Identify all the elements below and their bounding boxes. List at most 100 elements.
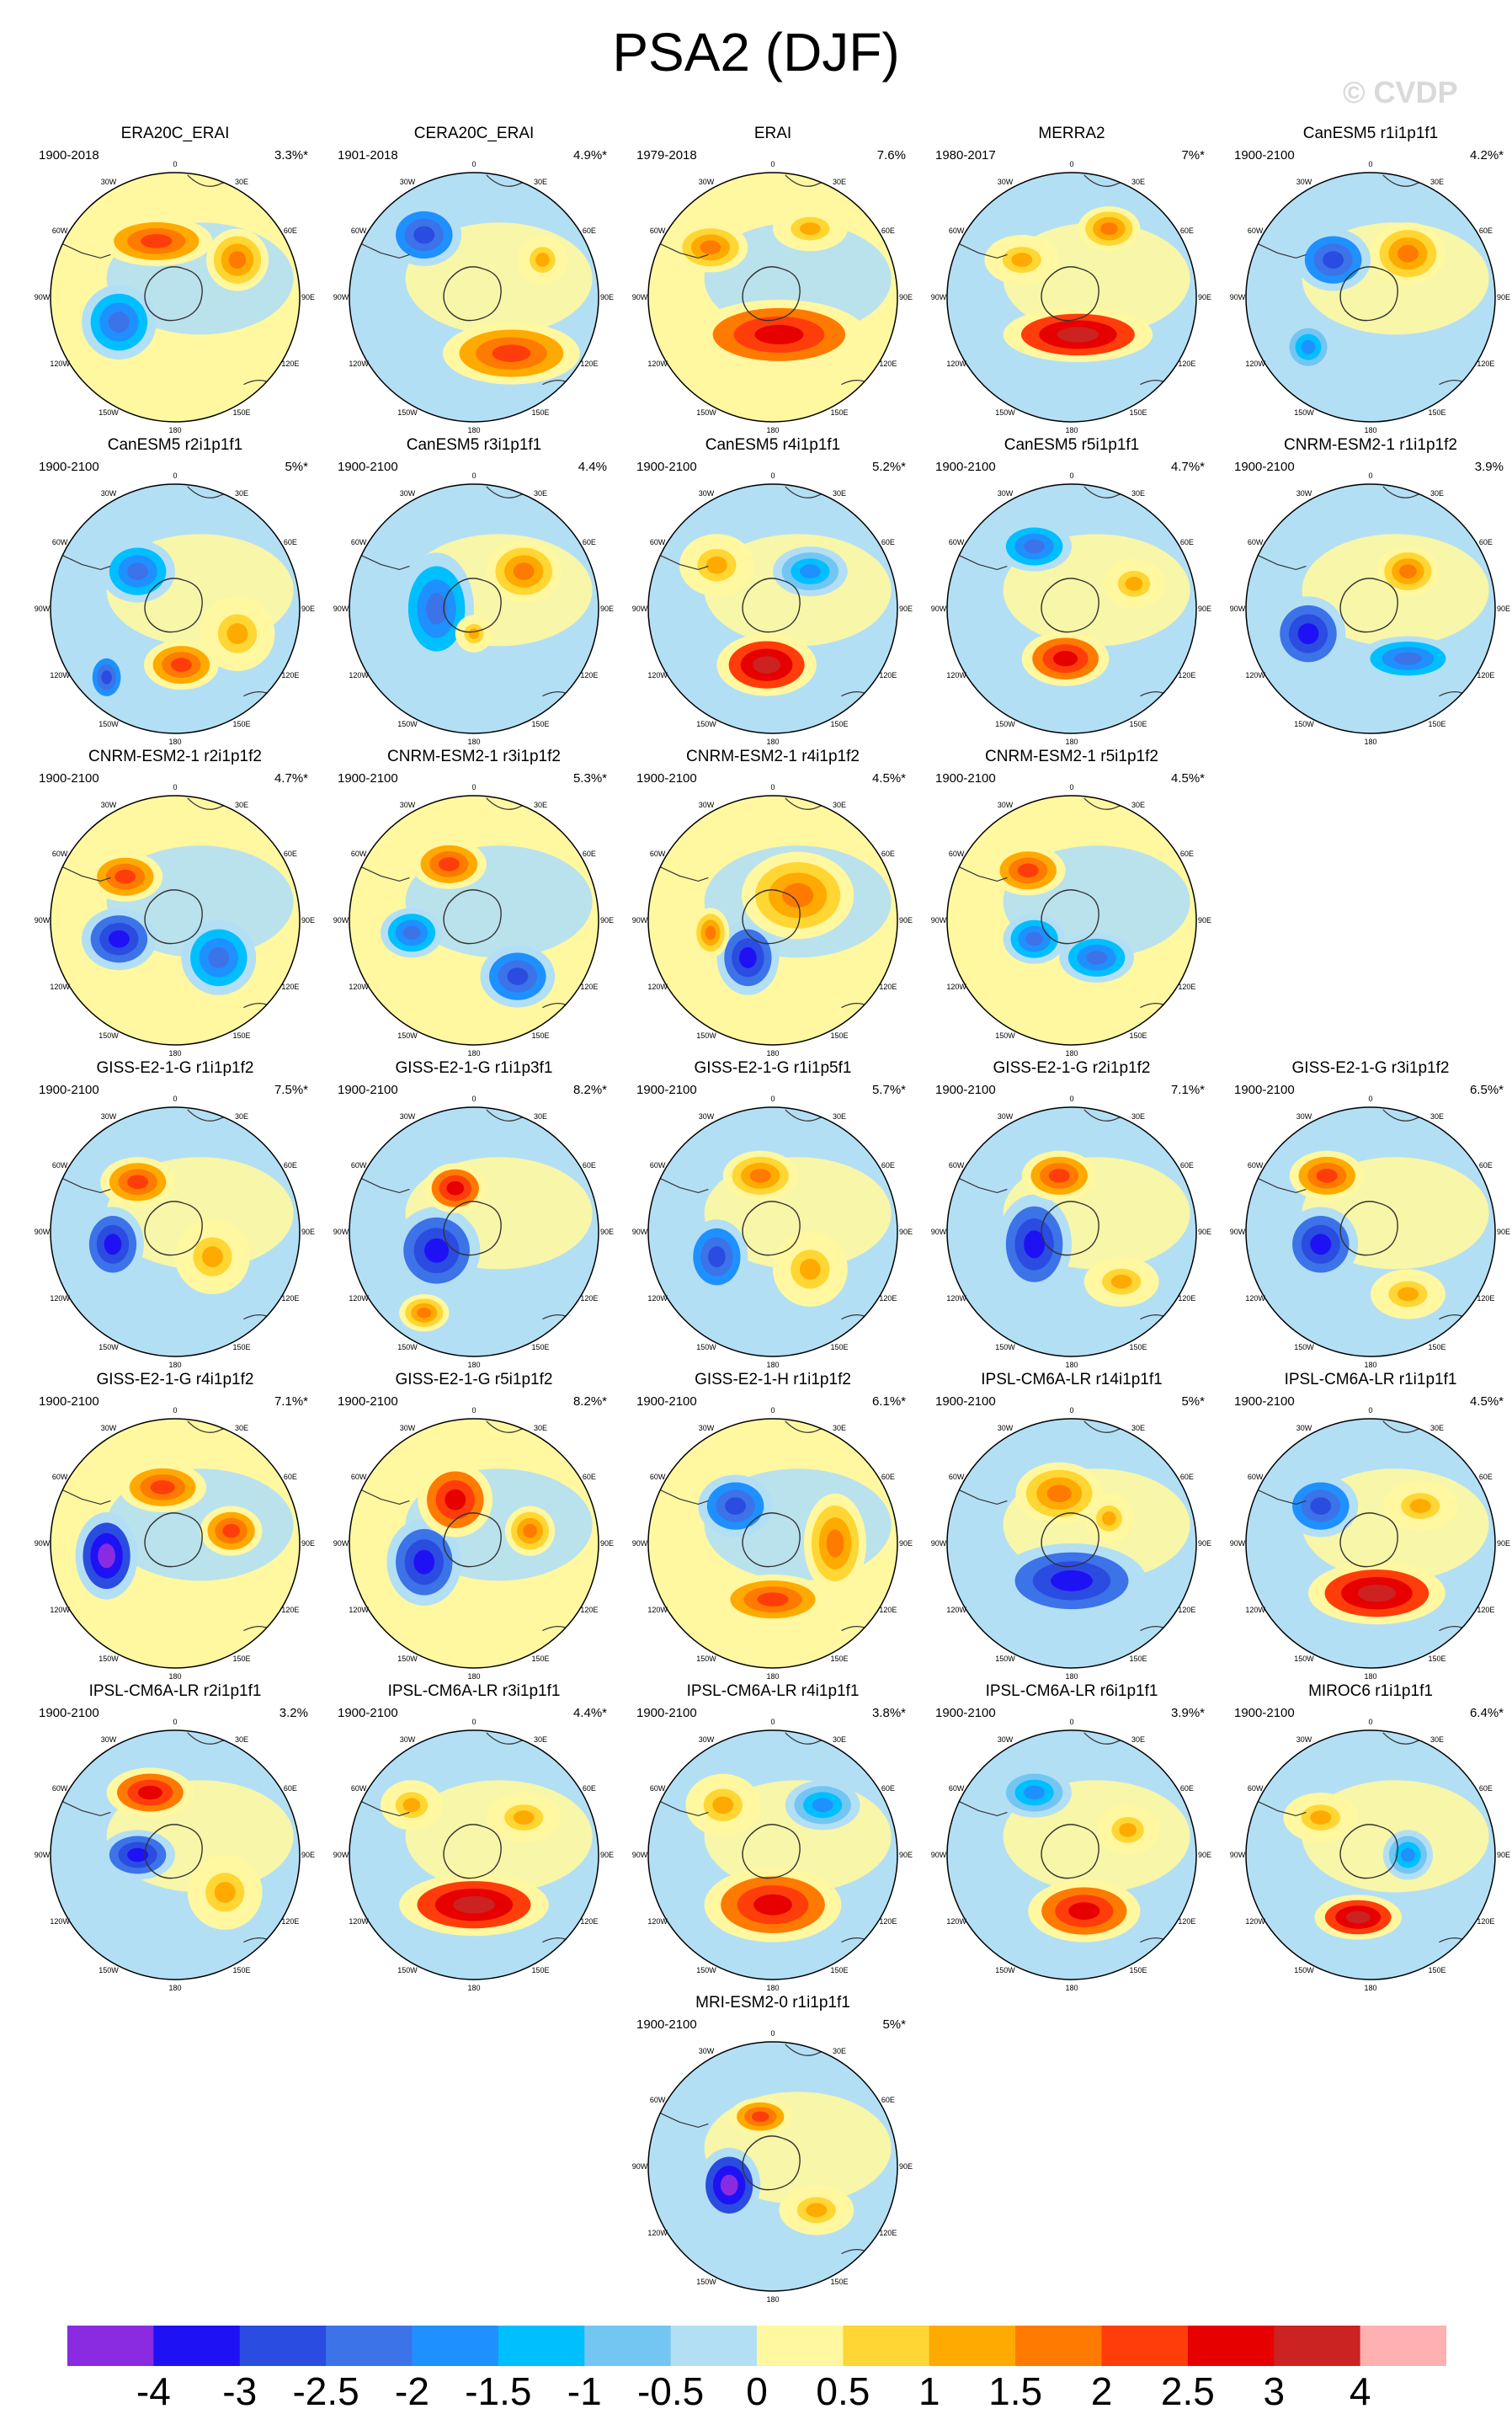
longitude-label: 120W (50, 983, 70, 991)
longitude-label: 150E (232, 408, 250, 417)
longitude-label: 120E (281, 983, 299, 991)
antarctica-coastline (1041, 889, 1099, 945)
polar-map: 0 30E 60E 90E 120E 150E 180 150W 120W 90W 60W 30W (1230, 472, 1510, 746)
map-border (946, 483, 1197, 734)
longitude-label: 60W (650, 1473, 666, 1481)
longitude-label: 30E (1430, 1112, 1444, 1121)
polar-map: 0 30E 60E 90E 120E 150E 180 150W 120W 90W 60W 30W (333, 1718, 614, 1992)
longitude-label: 0 (1069, 160, 1073, 168)
longitude-label: 120W (1245, 1606, 1265, 1614)
longitude-label: 150E (531, 408, 549, 417)
anomaly-contour (781, 882, 814, 908)
map-panel: ERA20C_ERAI 1900-2018 3.3%* 0 30E 60E 90E 120E 1… (32, 125, 318, 436)
longitude-label: 180 (1364, 1672, 1376, 1681)
colorbar-swatch (67, 2326, 154, 2366)
anomaly-contour (751, 2111, 769, 2123)
longitude-label: 30W (699, 1735, 715, 1744)
anomaly-contour (208, 946, 230, 968)
longitude-label: 90W (1230, 1539, 1246, 1548)
longitude-label: 150W (696, 1655, 716, 1663)
longitude-label: 150E (1129, 408, 1147, 417)
longitude-label: 150W (397, 1343, 418, 1351)
longitude-label: 90W (333, 293, 349, 301)
panel-title: MRI-ESM2-0 r1i1p1f1 (695, 1994, 850, 2012)
map-border (647, 1729, 898, 1980)
longitude-label: 120W (946, 360, 966, 368)
map-panel: ERAI 1979-2018 7.6% 0 30E 60E 90E 120E 150E 180 15… (630, 125, 916, 436)
longitude-label: 120W (1245, 1917, 1265, 1926)
longitude-label: 30W (1296, 1112, 1312, 1121)
map-panel: CanESM5 r5i1p1f1 1900-2100 4.7%* 0 30E 60E 90E… (929, 436, 1215, 748)
anomaly-contour (753, 1894, 792, 1916)
longitude-label: 150E (1428, 1655, 1445, 1663)
longitude-label: 180 (1065, 426, 1078, 434)
panel-variance-percent: 5.3%* (572, 771, 607, 786)
anomaly-contour (1086, 951, 1108, 965)
map-panel: GISS-E2-1-G r2i1p1f2 1900-2100 7.1%* 0 30E 60… (929, 1059, 1215, 1371)
anomaly-contour (1110, 1274, 1132, 1289)
antarctica-coastline (1041, 1201, 1099, 1256)
longitude-label: 180 (168, 1049, 181, 1058)
panel-title: CanESM5 r2i1p1f1 (107, 436, 243, 454)
longitude-label: 120W (946, 1294, 966, 1303)
panel-title: MERRA2 (1038, 125, 1105, 142)
longitude-label: 0 (1069, 1406, 1073, 1415)
colorbar-tick-label: 1.5 (988, 2369, 1043, 2413)
anomaly-contour (170, 658, 192, 672)
panel-title: GISS-E2-1-G r5i1p1f2 (395, 1371, 553, 1388)
longitude-label: 90E (899, 605, 913, 613)
panel-title: CNRM-ESM2-1 r3i1p1f2 (387, 748, 561, 765)
polar-map: 0 30E 60E 90E 120E 150E 180 150W 120W 90W 60W 30W (35, 472, 315, 746)
longitude-label: 150E (531, 1343, 549, 1351)
longitude-label: 30W (998, 1424, 1014, 1432)
longitude-label: 150W (995, 408, 1015, 417)
longitude-label: 90E (1198, 1539, 1211, 1548)
anomaly-contour (1297, 623, 1319, 645)
longitude-label: 150E (1129, 1343, 1147, 1351)
longitude-label: 90W (35, 605, 51, 613)
longitude-label: 90E (1497, 1228, 1510, 1236)
longitude-label: 150E (232, 1966, 250, 1974)
anomaly-contour (799, 1258, 821, 1280)
antarctica-coastline (443, 1824, 502, 1879)
map-border (946, 1106, 1197, 1357)
longitude-label: 120E (1477, 360, 1494, 368)
anomaly-contour (101, 670, 112, 685)
polar-map: 0 30E 60E 90E 120E 150E 180 150W 120W 90W 60W 30W (35, 1406, 315, 1681)
panel-variance-percent: 7%* (1181, 148, 1205, 163)
longitude-label: 120E (1178, 360, 1195, 368)
anomaly-contour (806, 2203, 828, 2218)
longitude-label: 150E (830, 1031, 848, 1040)
longitude-label: 60W (351, 1161, 367, 1170)
longitude-label: 120E (1178, 671, 1195, 679)
colorbar-swatch (1274, 2326, 1361, 2366)
colorbar-tick-label: 2 (1090, 2369, 1113, 2413)
longitude-label: 30W (1296, 1424, 1312, 1432)
colorbar-tick-label: 0.5 (816, 2369, 870, 2413)
panel-variance-percent: 8.2%* (572, 1394, 607, 1409)
longitude-label: 150E (1428, 720, 1445, 728)
longitude-label: 90E (1198, 293, 1211, 301)
longitude-label: 30E (235, 1112, 248, 1121)
longitude-label: 90W (35, 1539, 51, 1548)
polar-map: 0 30E 60E 90E 120E 150E 180 150W 120W 90W 60W 30W (632, 2029, 913, 2304)
longitude-label: 0 (471, 1718, 476, 1726)
longitude-label: 60W (351, 1784, 367, 1793)
anomaly-contour (413, 226, 435, 244)
map-border (1245, 1729, 1496, 1980)
longitude-label: 30W (699, 1424, 715, 1432)
anomaly-contour (753, 656, 781, 674)
longitude-label: 180 (467, 1672, 480, 1681)
colorbar-swatch (1015, 2326, 1102, 2366)
longitude-label: 180 (168, 1984, 181, 1992)
anomaly-contour (1409, 1499, 1431, 1513)
panel-variance-percent: 5.7%* (871, 1083, 906, 1097)
antarctica-coastline (742, 1201, 801, 1256)
polar-map: 0 30E 60E 90E 120E 150E 180 150W 120W 90W 60W 30W (333, 472, 614, 746)
longitude-label: 150W (1294, 408, 1314, 417)
longitude-label: 120E (580, 1606, 598, 1614)
longitude-label: 150E (232, 1031, 250, 1040)
longitude-label: 90W (931, 1228, 947, 1236)
map-border (50, 483, 301, 734)
panel-title: CNRM-ESM2-1 r4i1p1f2 (686, 748, 860, 765)
